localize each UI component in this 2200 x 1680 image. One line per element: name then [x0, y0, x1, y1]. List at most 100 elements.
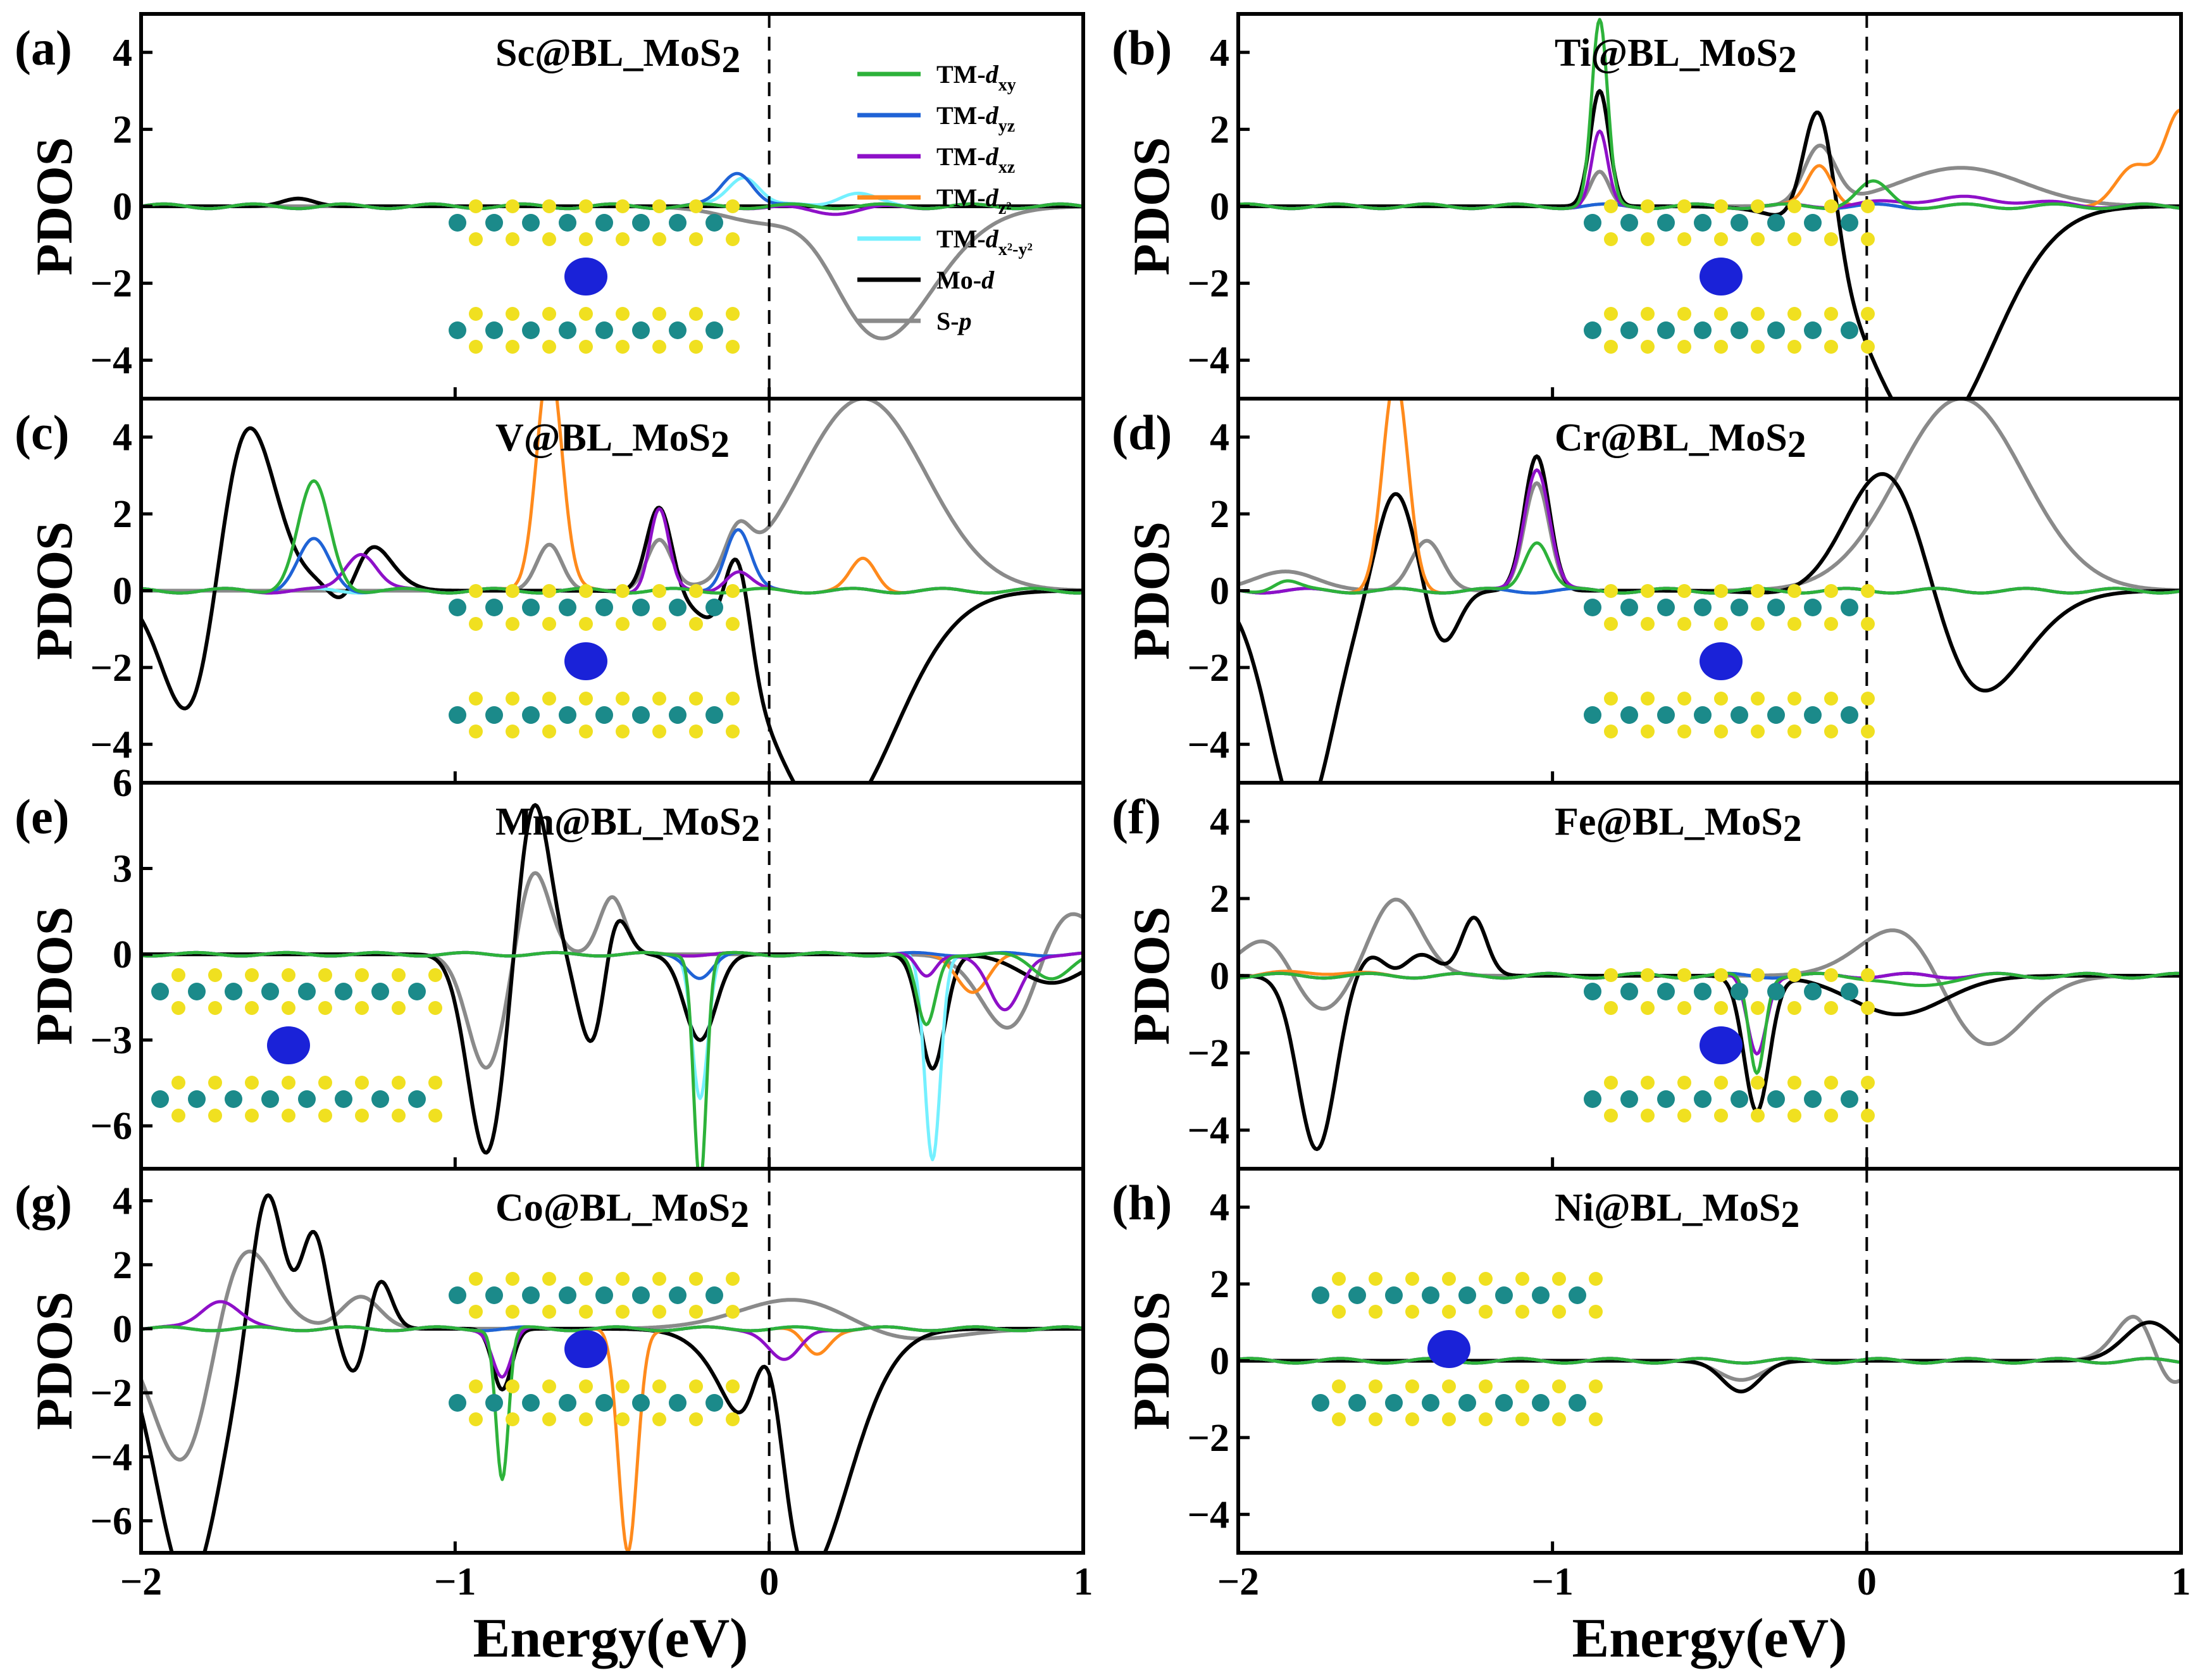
structure-inset-image: [1584, 968, 1875, 1123]
pdos-panel-7: −4 −2 0 2 4 −2 −1 0 1 (h) PDOS Ni@BL_MoS2: [1112, 1167, 2191, 1603]
x-tick-label: 0: [759, 1560, 779, 1603]
series-group: [1238, 18, 2181, 399]
y-tick-label: 0: [113, 933, 132, 976]
y-tick-label: 2: [1210, 493, 1229, 536]
legend-label-dxy: TM-dxy: [936, 60, 1016, 95]
y-tick-label: 0: [113, 1308, 132, 1351]
y-axis-label: PDOS: [25, 137, 83, 276]
panel-label: (e): [15, 789, 70, 844]
series-line-dxz: [141, 950, 1083, 1012]
series-line-dz2: [1238, 399, 2181, 595]
series-line-mod: [141, 196, 1083, 208]
y-tick-label: −2: [1188, 263, 1229, 306]
y-tick-label: −2: [1188, 1032, 1229, 1075]
panel-title: Co@BL_MoS2: [495, 1186, 749, 1235]
series-line-dyz: [141, 528, 1083, 595]
y-axis-label: PDOS: [1122, 521, 1180, 660]
y-tick-label: −4: [1188, 339, 1229, 382]
y-tick-label: 2: [113, 1244, 132, 1287]
legend: TM-dxy TM-dyz TM-dxz TM-dz² TM-dx²-y² Mo-d S-p: [857, 60, 1033, 335]
x-tick-label: −2: [120, 1560, 162, 1603]
pdos-panel-4: −6 −3 0 3 6 (e) PDOS Mn@BL_MoS2: [15, 762, 1085, 1171]
y-tick-label: −2: [1188, 647, 1229, 690]
y-axis-label: PDOS: [25, 521, 83, 660]
y-axis-label: PDOS: [25, 1291, 83, 1430]
y-tick-label: 0: [1210, 570, 1229, 613]
x-tick-label: 1: [2172, 1560, 2191, 1603]
y-tick-label: 2: [1210, 878, 1229, 921]
y-tick-label: 0: [1210, 185, 1229, 228]
y-tick-label: 2: [113, 493, 132, 536]
y-tick-label: −3: [90, 1019, 132, 1062]
y-tick-label: −2: [90, 647, 132, 690]
panel-label: (h): [1112, 1175, 1172, 1230]
y-tick-label: 4: [1210, 800, 1229, 843]
y-tick-label: 2: [113, 108, 132, 151]
panel-label: (a): [15, 20, 72, 75]
y-tick-label: 0: [113, 185, 132, 228]
series-line-dz2: [141, 399, 1083, 595]
x-tick-label: −1: [434, 1560, 476, 1603]
panel-title: Ti@BL_MoS2: [1555, 32, 1797, 80]
legend-label-dxz: TM-dxz: [936, 142, 1015, 177]
panel-label: (f): [1112, 789, 1161, 844]
series-line-dxy: [1238, 971, 2181, 1075]
y-tick-label: −2: [1188, 1417, 1229, 1460]
legend-label-sp: S-p: [936, 307, 972, 335]
x-axis-label-left: Energy(eV): [473, 1608, 749, 1669]
series-line-sp: [1238, 144, 2181, 208]
y-tick-label: −4: [1188, 1109, 1229, 1152]
panel-title: Ni@BL_MoS2: [1555, 1186, 1799, 1235]
panel-title: Fe@BL_MoS2: [1555, 800, 1802, 849]
panel-label: (b): [1112, 20, 1172, 75]
series-line-dxy: [1238, 18, 2181, 211]
series-group: [141, 399, 1083, 783]
y-tick-label: 3: [113, 848, 132, 891]
y-tick-label: 4: [113, 32, 132, 75]
x-tick-label: −2: [1217, 1560, 1259, 1603]
panel-title: V@BL_MoS2: [495, 416, 730, 465]
y-tick-label: 2: [1210, 1263, 1229, 1306]
series-line-dxy: [1238, 541, 2181, 595]
pdos-panel-0: −4 −2 0 2 4 (a) PDOS Sc@BL_MoS2: [15, 12, 1085, 401]
series-group: [141, 803, 1083, 1169]
series-group: [141, 171, 1083, 340]
y-tick-label: −4: [90, 723, 132, 766]
y-tick-label: −4: [1188, 723, 1229, 766]
pdos-panel-3: −4 −2 0 2 4 (d) PDOS Cr@BL_MoS2: [1112, 397, 2183, 785]
y-tick-label: −4: [1188, 1493, 1229, 1536]
panel-title: Cr@BL_MoS2: [1555, 416, 1806, 465]
plot-frame: [139, 1167, 1085, 1555]
series-line-dz2: [1238, 108, 2181, 211]
series-line-mod: [141, 426, 1083, 783]
panel-title: Mn@BL_MoS2: [495, 800, 760, 849]
panel-label: (g): [15, 1175, 72, 1230]
series-line-mod: [1238, 1320, 2181, 1394]
series-group: [141, 1193, 1083, 1553]
panel-title: Sc@BL_MoS2: [495, 32, 740, 80]
structure-inset-image: [1312, 1272, 1603, 1426]
y-axis-label: PDOS: [1122, 907, 1180, 1045]
legend-label-dyz: TM-dyz: [936, 101, 1015, 136]
y-tick-label: 4: [1210, 1186, 1229, 1229]
y-tick-label: 4: [1210, 32, 1229, 75]
x-tick-label: −1: [1531, 1560, 1573, 1603]
structure-inset-image: [449, 584, 740, 738]
series-line-dxz: [1238, 129, 2181, 211]
panels-layer: −4 −2 0 2 4 (a) PDOS Sc@BL_MoS2 −4 −2 0 2 4 (b) PDOS Ti…: [15, 12, 2191, 1603]
series-line-mod: [141, 1193, 1083, 1553]
series-group: [1238, 399, 2181, 783]
structure-inset-image: [1584, 199, 1875, 354]
series-group: [1238, 1314, 2181, 1394]
y-tick-label: −2: [90, 1372, 132, 1415]
series-line-dxy: [141, 479, 1083, 595]
y-tick-label: 4: [113, 1180, 132, 1223]
x-tick-label: 0: [1857, 1560, 1877, 1603]
series-line-mod: [1238, 454, 2181, 783]
y-tick-label: 2: [1210, 108, 1229, 151]
series-line-sp: [1238, 1314, 2181, 1384]
y-tick-label: 0: [1210, 955, 1229, 998]
y-tick-label: −2: [90, 263, 132, 306]
y-axis-label: PDOS: [1122, 1291, 1180, 1430]
